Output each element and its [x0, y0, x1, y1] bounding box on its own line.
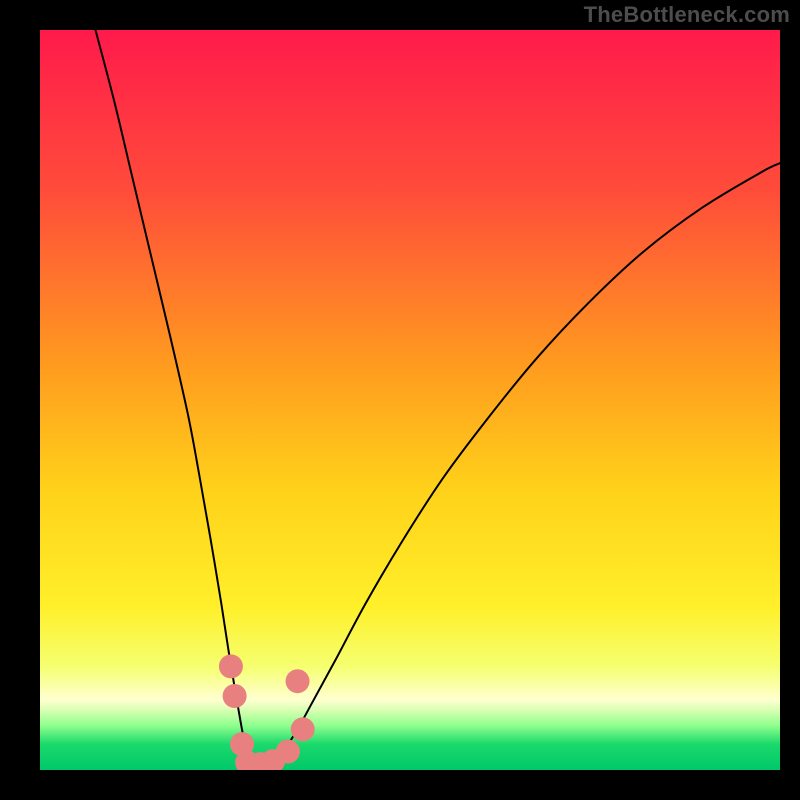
bottleneck-chart-svg [0, 0, 800, 800]
marker-point [286, 669, 310, 693]
marker-point [291, 717, 315, 741]
marker-point [223, 684, 247, 708]
plot-area [40, 30, 780, 776]
marker-point [219, 654, 243, 678]
plot-background [40, 30, 780, 770]
chart-stage: TheBottleneck.com [0, 0, 800, 800]
watermark-label: TheBottleneck.com [584, 2, 790, 28]
marker-point [276, 740, 300, 764]
